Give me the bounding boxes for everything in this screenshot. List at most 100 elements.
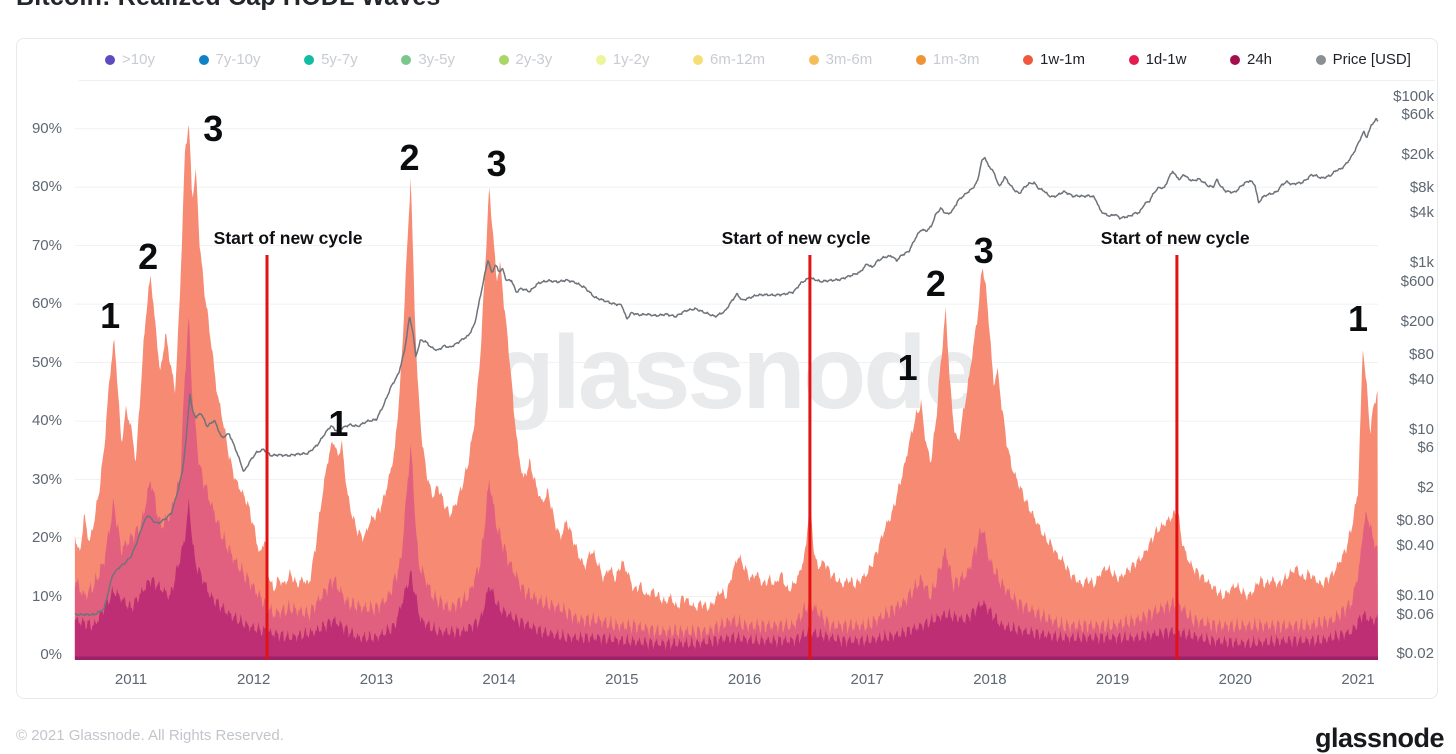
x-axis-year-label: 2013 — [359, 671, 394, 688]
y-axis-percent-label: 40% — [31, 412, 62, 430]
y-axis-percent-label: 10% — [31, 587, 62, 605]
legend-item-1y-2y[interactable]: 1y-2y — [595, 51, 650, 68]
y-axis-price-label: $80 — [1408, 345, 1434, 363]
x-axis-year-label: 2021 — [1341, 671, 1375, 688]
y-axis-price-label: $0.10 — [1396, 587, 1434, 605]
x-axis-year-label: 2011 — [114, 671, 148, 688]
wave-number-label: 3 — [203, 107, 224, 149]
y-axis-price-label: $6 — [1417, 439, 1434, 457]
legend-dot-icon — [1229, 54, 1240, 65]
legend-item-price-usd-[interactable]: Price [USD] — [1315, 51, 1411, 68]
legend-item-label: 2y-3y — [515, 51, 553, 68]
glassnode-watermark: glassnode — [491, 315, 979, 431]
cycle-start-label: Start of new cycle — [213, 228, 363, 248]
legend-item-6m-12m[interactable]: 6m-12m — [693, 51, 765, 68]
y-axis-price-label: $200 — [1400, 312, 1434, 330]
legend-item-label: 24h — [1246, 51, 1273, 68]
y-axis-price-label: $4k — [1409, 204, 1434, 222]
y-axis-percent-label: 20% — [31, 529, 62, 547]
x-axis-year-label: 2014 — [482, 671, 516, 688]
legend-dot-icon — [1023, 54, 1034, 65]
y-axis-price-label: $40 — [1408, 370, 1434, 388]
x-axis-year-label: 2017 — [850, 671, 884, 688]
area-24h — [74, 498, 1378, 660]
cycle-start-label: Start of new cycle — [721, 228, 871, 248]
y-axis-price-label: $100k — [1393, 88, 1434, 105]
legend-item-label: 1m-3m — [932, 51, 980, 68]
legend-item-label: 1w-1m — [1040, 51, 1086, 68]
x-axis-year-label: 2020 — [1218, 671, 1252, 688]
legend-dot-icon — [693, 54, 704, 65]
legend-item-5y-7y[interactable]: 5y-7y — [304, 51, 358, 68]
y-axis-percent-label: 0% — [40, 646, 62, 663]
y-axis-price-label: $600 — [1400, 272, 1434, 290]
copyright-text: © 2021 Glassnode. All Rights Reserved. — [16, 727, 284, 744]
legend-item-label: 6m-12m — [710, 51, 766, 68]
y-axis-percent-label: 60% — [31, 295, 62, 313]
legend-item-1d-1w[interactable]: 1d-1w — [1128, 51, 1187, 68]
y-axis-price-label: $2 — [1417, 478, 1434, 496]
legend-item-7y-10y[interactable]: 7y-10y — [198, 51, 261, 68]
x-axis-year-label: 2019 — [1095, 671, 1130, 688]
legend-dot-icon — [198, 54, 209, 65]
legend-dot-icon — [498, 54, 509, 65]
legend-item-label: >10y — [122, 51, 155, 68]
hodl-waves-chart[interactable]: glassnode — [0, 0, 1456, 734]
legend-dot-icon — [595, 54, 606, 65]
price-line — [74, 118, 1379, 617]
legend-dot-icon — [808, 54, 819, 65]
wave-number-label: 1 — [328, 403, 349, 444]
y-axis-percent-label: 80% — [31, 178, 62, 196]
legend-item-label: 1y-2y — [612, 51, 650, 68]
page-title: Bitcoin: Realized Cap HODL Waves — [16, 0, 441, 12]
legend-dot-icon — [401, 54, 412, 65]
legend-item-1m-3m[interactable]: 1m-3m — [915, 51, 980, 68]
y-axis-price-label: $0.40 — [1396, 537, 1434, 555]
y-axis-price-label: $1k — [1409, 254, 1434, 272]
wave-number-label: 1 — [100, 294, 121, 336]
legend-item-label: 3m-6m — [825, 51, 873, 68]
y-axis-price-label: $20k — [1401, 146, 1434, 164]
glassnode-logo: glassnode — [1314, 723, 1445, 753]
legend-item-3m-6m[interactable]: 3m-6m — [808, 51, 873, 68]
x-axis-year-label: 2012 — [237, 671, 271, 688]
y-axis-price-label: $8k — [1409, 179, 1434, 197]
y-axis-price-label: $0.80 — [1396, 512, 1434, 530]
wave-number-label: 1 — [1347, 297, 1369, 339]
wave-number-label: 2 — [925, 262, 946, 304]
y-axis-price-label: $0.02 — [1396, 645, 1434, 663]
cycle-start-label: Start of new cycle — [1100, 228, 1250, 248]
legend-item-label: 3y-5y — [418, 51, 455, 68]
legend-item-label: 7y-10y — [215, 51, 261, 68]
legend-item-2y-3y[interactable]: 2y-3y — [498, 51, 553, 68]
legend-separator — [79, 80, 1435, 81]
x-axis-year-label: 2016 — [727, 671, 762, 688]
area-1d-1w — [74, 316, 1378, 660]
area-1w-1m — [74, 124, 1378, 660]
y-axis-price-label: $10 — [1408, 420, 1434, 438]
legend-dot-icon — [304, 54, 315, 65]
wave-number-label: 2 — [399, 136, 420, 178]
legend-item-label: 5y-7y — [321, 51, 358, 68]
wave-number-label: 1 — [897, 347, 918, 389]
y-axis-percent-label: 50% — [31, 353, 62, 371]
wave-number-label: 2 — [138, 236, 159, 278]
chart-legend: >10y 7y-10y 5y-7y 3y-5y 2y-3y 1y-2y 6m-12m 3m-6… — [17, 39, 1437, 80]
legend-item--10y[interactable]: >10y — [105, 51, 155, 68]
legend-item-label: Price [USD] — [1332, 51, 1411, 68]
legend-item-1w-1m[interactable]: 1w-1m — [1023, 51, 1085, 68]
y-axis-price-label: $0.06 — [1396, 605, 1434, 623]
legend-dot-icon — [1128, 54, 1139, 65]
wave-number-label: 3 — [486, 142, 507, 184]
y-axis-percent-label: 70% — [31, 236, 62, 254]
wave-number-label: 3 — [973, 230, 994, 272]
y-axis-percent-label: 30% — [31, 470, 62, 488]
legend-dot-icon — [1315, 54, 1326, 65]
legend-item-3y-5y[interactable]: 3y-5y — [401, 51, 455, 68]
y-axis-percent-label: 90% — [31, 119, 62, 137]
x-axis-baseline — [74, 656, 1378, 660]
legend-item-label: 1d-1w — [1145, 51, 1187, 68]
y-axis-price-label: $60k — [1401, 106, 1434, 124]
legend-item-24h[interactable]: 24h — [1229, 51, 1273, 68]
legend-dot-icon — [915, 54, 926, 65]
